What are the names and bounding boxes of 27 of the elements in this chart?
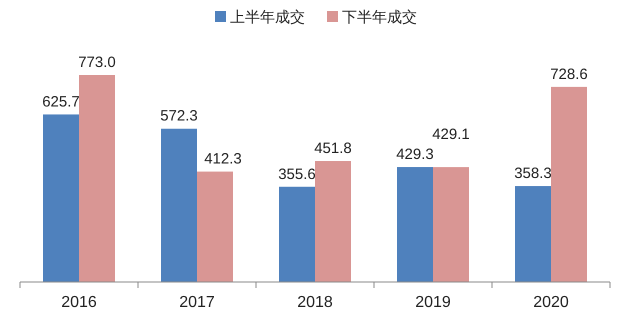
data-label: 429.1 <box>432 126 470 144</box>
bar <box>433 167 469 282</box>
bar <box>515 186 551 282</box>
bar <box>279 186 315 282</box>
bar <box>79 75 115 282</box>
data-label: 572.3 <box>160 108 198 125</box>
x-tick-label: 2020 <box>533 294 569 311</box>
data-label: 625.7 <box>42 93 80 110</box>
bar <box>397 167 433 282</box>
bar <box>161 128 197 282</box>
data-label: 412.3 <box>204 150 242 168</box>
x-tick-label: 2018 <box>297 294 333 311</box>
x-tick-label: 2019 <box>415 294 451 311</box>
data-label: 355.6 <box>278 166 316 183</box>
data-label: 451.8 <box>314 140 352 158</box>
legend-label: 上半年成交 <box>230 9 305 26</box>
data-label: 728.6 <box>550 66 588 83</box>
data-label: 429.3 <box>396 146 434 164</box>
bar <box>315 161 351 282</box>
bar <box>43 114 79 282</box>
bar <box>197 172 233 282</box>
x-tick-label: 2016 <box>61 294 97 311</box>
data-label: 358.3 <box>514 165 552 182</box>
legend-label: 下半年成交 <box>342 9 417 26</box>
bar <box>551 86 587 282</box>
data-label: 773.0 <box>78 54 116 71</box>
x-tick-label: 2017 <box>179 294 215 311</box>
